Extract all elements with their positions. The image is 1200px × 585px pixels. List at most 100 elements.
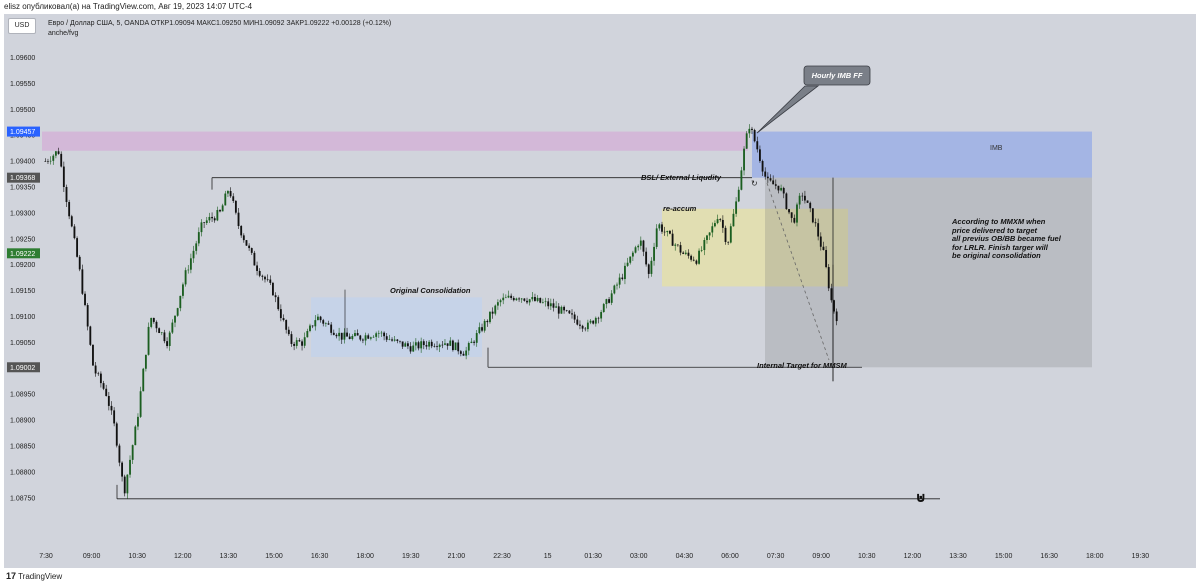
candle-body xyxy=(449,340,452,346)
candle-body xyxy=(49,160,52,162)
candle-body xyxy=(47,161,49,162)
hourly-imb-label: Hourly IMB FF xyxy=(812,71,863,80)
candle-body xyxy=(377,333,380,334)
candle-body xyxy=(182,284,184,296)
candle-body xyxy=(393,339,396,341)
candle-body xyxy=(380,332,383,334)
candle-body xyxy=(605,299,608,305)
projection-dashed-line xyxy=(766,182,830,361)
candle-body xyxy=(293,343,296,346)
re-accum-label: re-accum xyxy=(663,204,697,213)
candle-body xyxy=(354,333,356,337)
candle-body xyxy=(317,316,319,321)
price-tag-box xyxy=(7,126,40,137)
candle-body xyxy=(406,343,409,347)
candle-body xyxy=(557,306,560,314)
x-tick-label: 15:00 xyxy=(265,553,283,560)
candle-body xyxy=(496,302,499,306)
candle-body xyxy=(301,341,303,346)
candle-body xyxy=(462,353,465,356)
x-tick-label: 09:00 xyxy=(83,553,101,560)
candle-body xyxy=(552,303,555,308)
candle-body xyxy=(639,240,642,246)
candle-body xyxy=(491,311,494,314)
candle-body xyxy=(499,300,502,303)
y-tick-label: 1.09600 xyxy=(10,55,35,62)
candle-body xyxy=(279,309,282,319)
candle-body xyxy=(473,341,476,343)
candle-body xyxy=(772,180,775,185)
candle-body xyxy=(76,238,79,257)
candle-body xyxy=(242,235,245,241)
y-tick-label: 1.08950 xyxy=(10,392,35,399)
candle-body xyxy=(412,345,415,352)
candle-body xyxy=(457,342,460,352)
candle-body xyxy=(137,416,139,427)
candle-body xyxy=(642,240,645,252)
candle-body xyxy=(73,226,76,239)
candle-body xyxy=(486,320,489,323)
zones-layer xyxy=(42,131,1092,368)
candle-body xyxy=(700,250,703,251)
original-consolidation-label: Original Consolidation xyxy=(390,286,471,295)
candle-body xyxy=(703,240,706,251)
re-accum-zone xyxy=(662,208,848,287)
candle-body xyxy=(785,193,788,210)
hourly-imb-callout-pointer xyxy=(756,85,820,134)
candle-body xyxy=(549,303,552,307)
price-tags: 1.09457 1.09368 1.09222 1.09002 xyxy=(7,126,40,373)
candle-body xyxy=(65,186,68,203)
candle-body xyxy=(189,258,192,270)
candle-body xyxy=(674,244,677,246)
candle-body xyxy=(489,311,491,323)
candle-body xyxy=(451,340,454,351)
candle-body xyxy=(528,299,531,303)
candle-body xyxy=(346,332,348,337)
candle-body xyxy=(470,341,473,344)
x-tick-label: 09:00 xyxy=(812,553,830,560)
candle-body xyxy=(825,250,828,268)
candle-body xyxy=(661,224,663,232)
candle-body xyxy=(396,339,399,341)
candle-body xyxy=(555,306,558,308)
candle-body xyxy=(724,227,727,242)
candle-body xyxy=(92,344,94,366)
candle-body xyxy=(721,219,724,228)
candle-body xyxy=(515,298,518,301)
candle-body xyxy=(258,270,261,276)
x-tick-label: 22:30 xyxy=(493,553,511,560)
symbol-legend: Евро / Доллар США, 5, OANDA ОТКР1.09094 … xyxy=(48,20,392,27)
candle-body xyxy=(89,326,92,345)
candle-body xyxy=(216,210,219,221)
candle-body xyxy=(110,405,113,411)
bsl-label: BSL/ External Liqudity xyxy=(641,173,722,182)
candle-body xyxy=(414,342,417,346)
candle-body xyxy=(364,335,367,341)
candle-body xyxy=(539,297,542,303)
candle-body xyxy=(433,346,436,347)
x-tick-label: 15 xyxy=(544,553,552,560)
candle-body xyxy=(195,243,198,251)
candle-body xyxy=(690,255,693,260)
candle-body xyxy=(822,246,825,251)
candle-body xyxy=(438,344,441,348)
candle-body xyxy=(309,325,311,331)
candle-body xyxy=(708,232,711,236)
candle-body xyxy=(481,327,483,331)
candle-body xyxy=(679,245,682,253)
candle-body xyxy=(227,191,229,194)
candles-layer xyxy=(44,124,838,499)
candle-body xyxy=(602,304,605,313)
y-tick-label: 1.08900 xyxy=(10,418,35,425)
candle-body xyxy=(616,284,618,286)
candle-body xyxy=(637,245,640,248)
candle-body xyxy=(420,341,423,349)
currency-badge[interactable]: USD xyxy=(8,18,36,34)
price-tag-box xyxy=(7,362,40,373)
candle-body xyxy=(475,333,478,343)
candle-body xyxy=(732,213,735,227)
candle-body xyxy=(107,395,110,406)
candle-body xyxy=(788,209,790,213)
candle-body xyxy=(716,219,719,224)
